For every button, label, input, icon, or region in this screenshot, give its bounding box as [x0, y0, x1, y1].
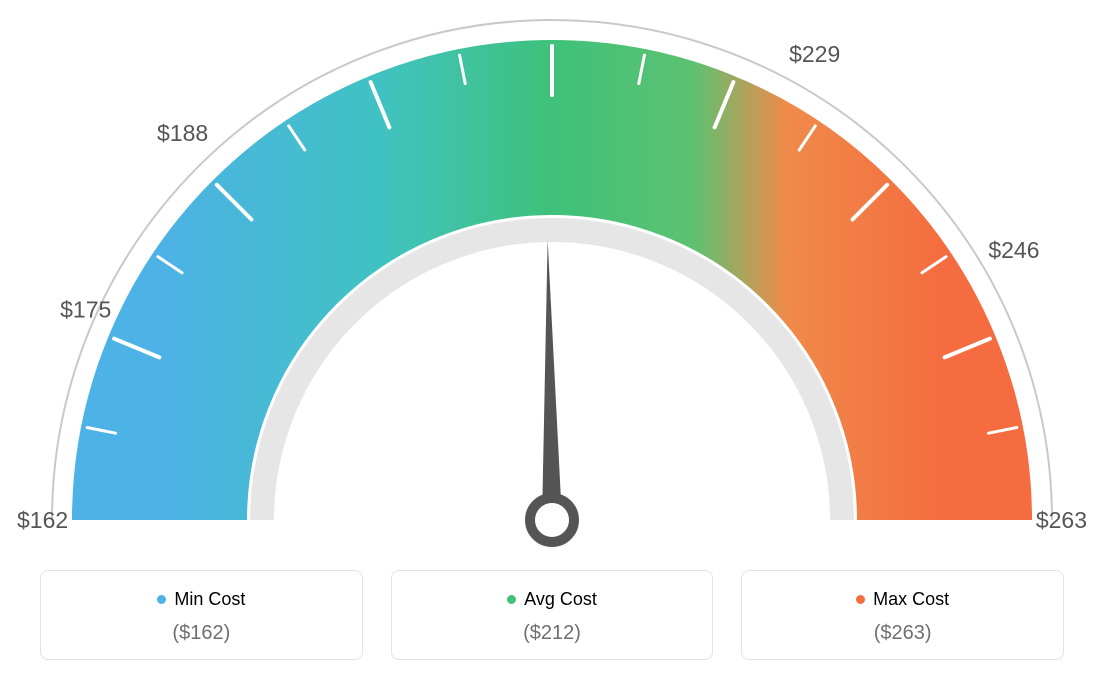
legend-label-max: Max Cost [856, 589, 949, 610]
svg-text:$188: $188 [157, 120, 208, 146]
legend-text-avg: Avg Cost [524, 589, 597, 610]
legend-dot-max [856, 595, 865, 604]
legend-dot-min [157, 595, 166, 604]
legend-dot-avg [507, 595, 516, 604]
legend-card-max: Max Cost ($263) [741, 570, 1064, 660]
legend-label-avg: Avg Cost [507, 589, 597, 610]
legend-card-min: Min Cost ($162) [40, 570, 363, 660]
legend-row: Min Cost ($162) Avg Cost ($212) Max Cost… [40, 570, 1064, 660]
legend-value-avg: ($212) [402, 622, 703, 645]
legend-value-max: ($263) [752, 622, 1053, 645]
legend-text-min: Min Cost [174, 589, 245, 610]
cost-gauge: $162$175$188$212$229$246$263 [0, 0, 1104, 552]
legend-card-avg: Avg Cost ($212) [391, 570, 714, 660]
svg-text:$175: $175 [60, 297, 111, 323]
svg-text:$263: $263 [1036, 507, 1087, 533]
gauge-svg: $162$175$188$212$229$246$263 [0, 0, 1104, 560]
legend-label-min: Min Cost [157, 589, 245, 610]
legend-text-max: Max Cost [873, 589, 949, 610]
legend-value-min: ($162) [51, 622, 352, 645]
svg-text:$246: $246 [988, 237, 1039, 263]
svg-text:$162: $162 [17, 507, 68, 533]
svg-text:$229: $229 [789, 41, 840, 67]
